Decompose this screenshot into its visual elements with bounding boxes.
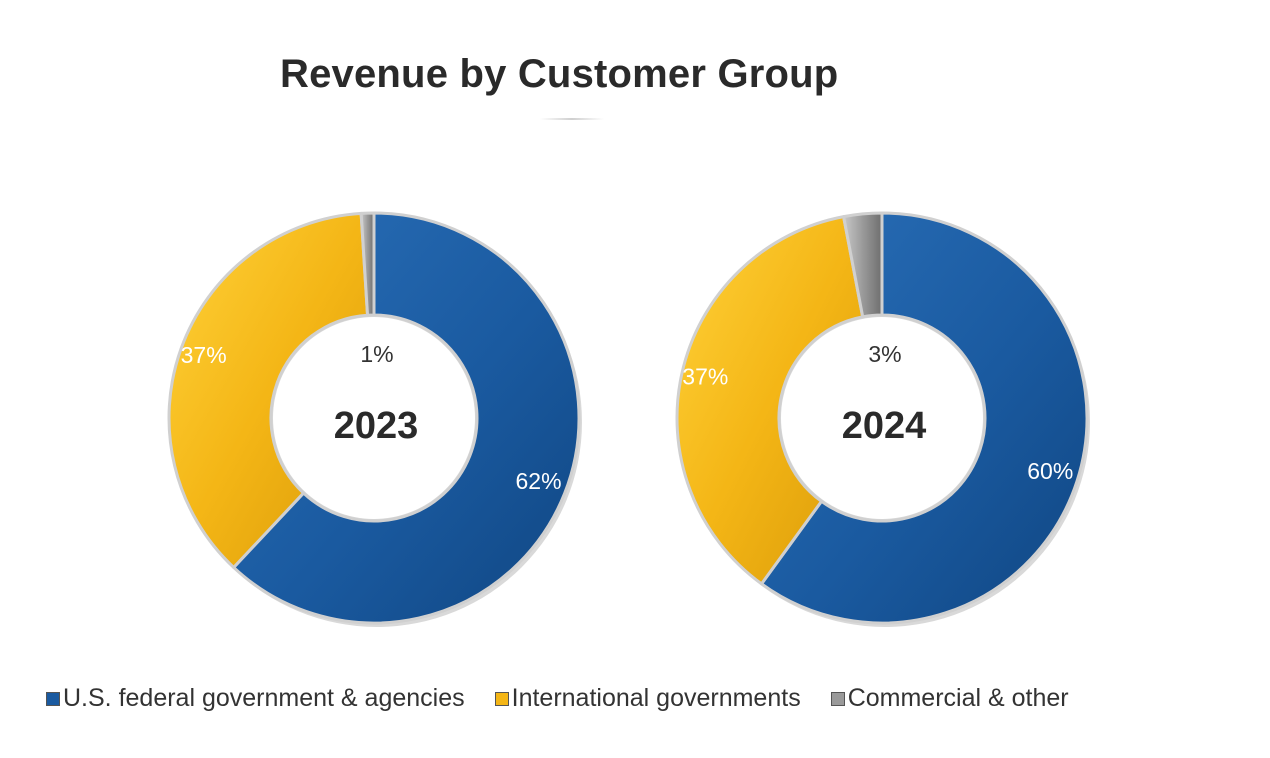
legend-item-us-federal: U.S. federal government & agencies xyxy=(46,684,465,713)
legend-swatch-yellow xyxy=(494,691,509,706)
legend-swatch-blue xyxy=(46,691,60,706)
donut-charts: 62% 37% 1% 2023 60% 37% 3% 2024 xyxy=(167,211,1090,627)
donut-2023: 62% 37% 1% 2023 xyxy=(167,211,582,627)
center-label-2024: 2024 xyxy=(842,405,927,447)
data-label-international-2024: 37% xyxy=(682,364,728,390)
slice-international-2024 xyxy=(675,215,865,586)
slice-commercial-2024 xyxy=(842,211,884,319)
slice-commercial-2023 xyxy=(359,211,376,317)
legend-label-us-federal: U.S. federal government & agencies xyxy=(63,684,465,712)
data-label-us-federal-2024: 60% xyxy=(1027,458,1073,484)
slice-international-2023 xyxy=(167,211,370,569)
donut-hole xyxy=(781,317,983,519)
donut-2024: 60% 37% 3% 2024 xyxy=(675,211,1090,627)
data-label-commercial-2024: 3% xyxy=(868,341,901,367)
data-label-us-federal-2023: 62% xyxy=(516,468,562,494)
legend-label-international: International governments xyxy=(511,684,801,712)
legend-label-commercial: Commercial & other xyxy=(847,684,1069,712)
donut-hole xyxy=(273,317,475,519)
legend-swatch-gray xyxy=(830,691,845,706)
legend: U.S. federal government & agencies Inter… xyxy=(46,684,1099,713)
legend-item-international: International governments xyxy=(494,684,801,713)
data-label-commercial-2023: 1% xyxy=(360,341,393,367)
chart-title: Revenue by Customer Group xyxy=(280,52,839,96)
data-label-international-2023: 37% xyxy=(181,342,227,368)
slice-us-federal-2023 xyxy=(232,211,581,625)
title-divider xyxy=(540,118,604,120)
slice-us-federal-2024 xyxy=(760,211,1089,625)
legend-item-commercial: Commercial & other xyxy=(830,684,1069,713)
center-label-2023: 2023 xyxy=(334,405,419,447)
